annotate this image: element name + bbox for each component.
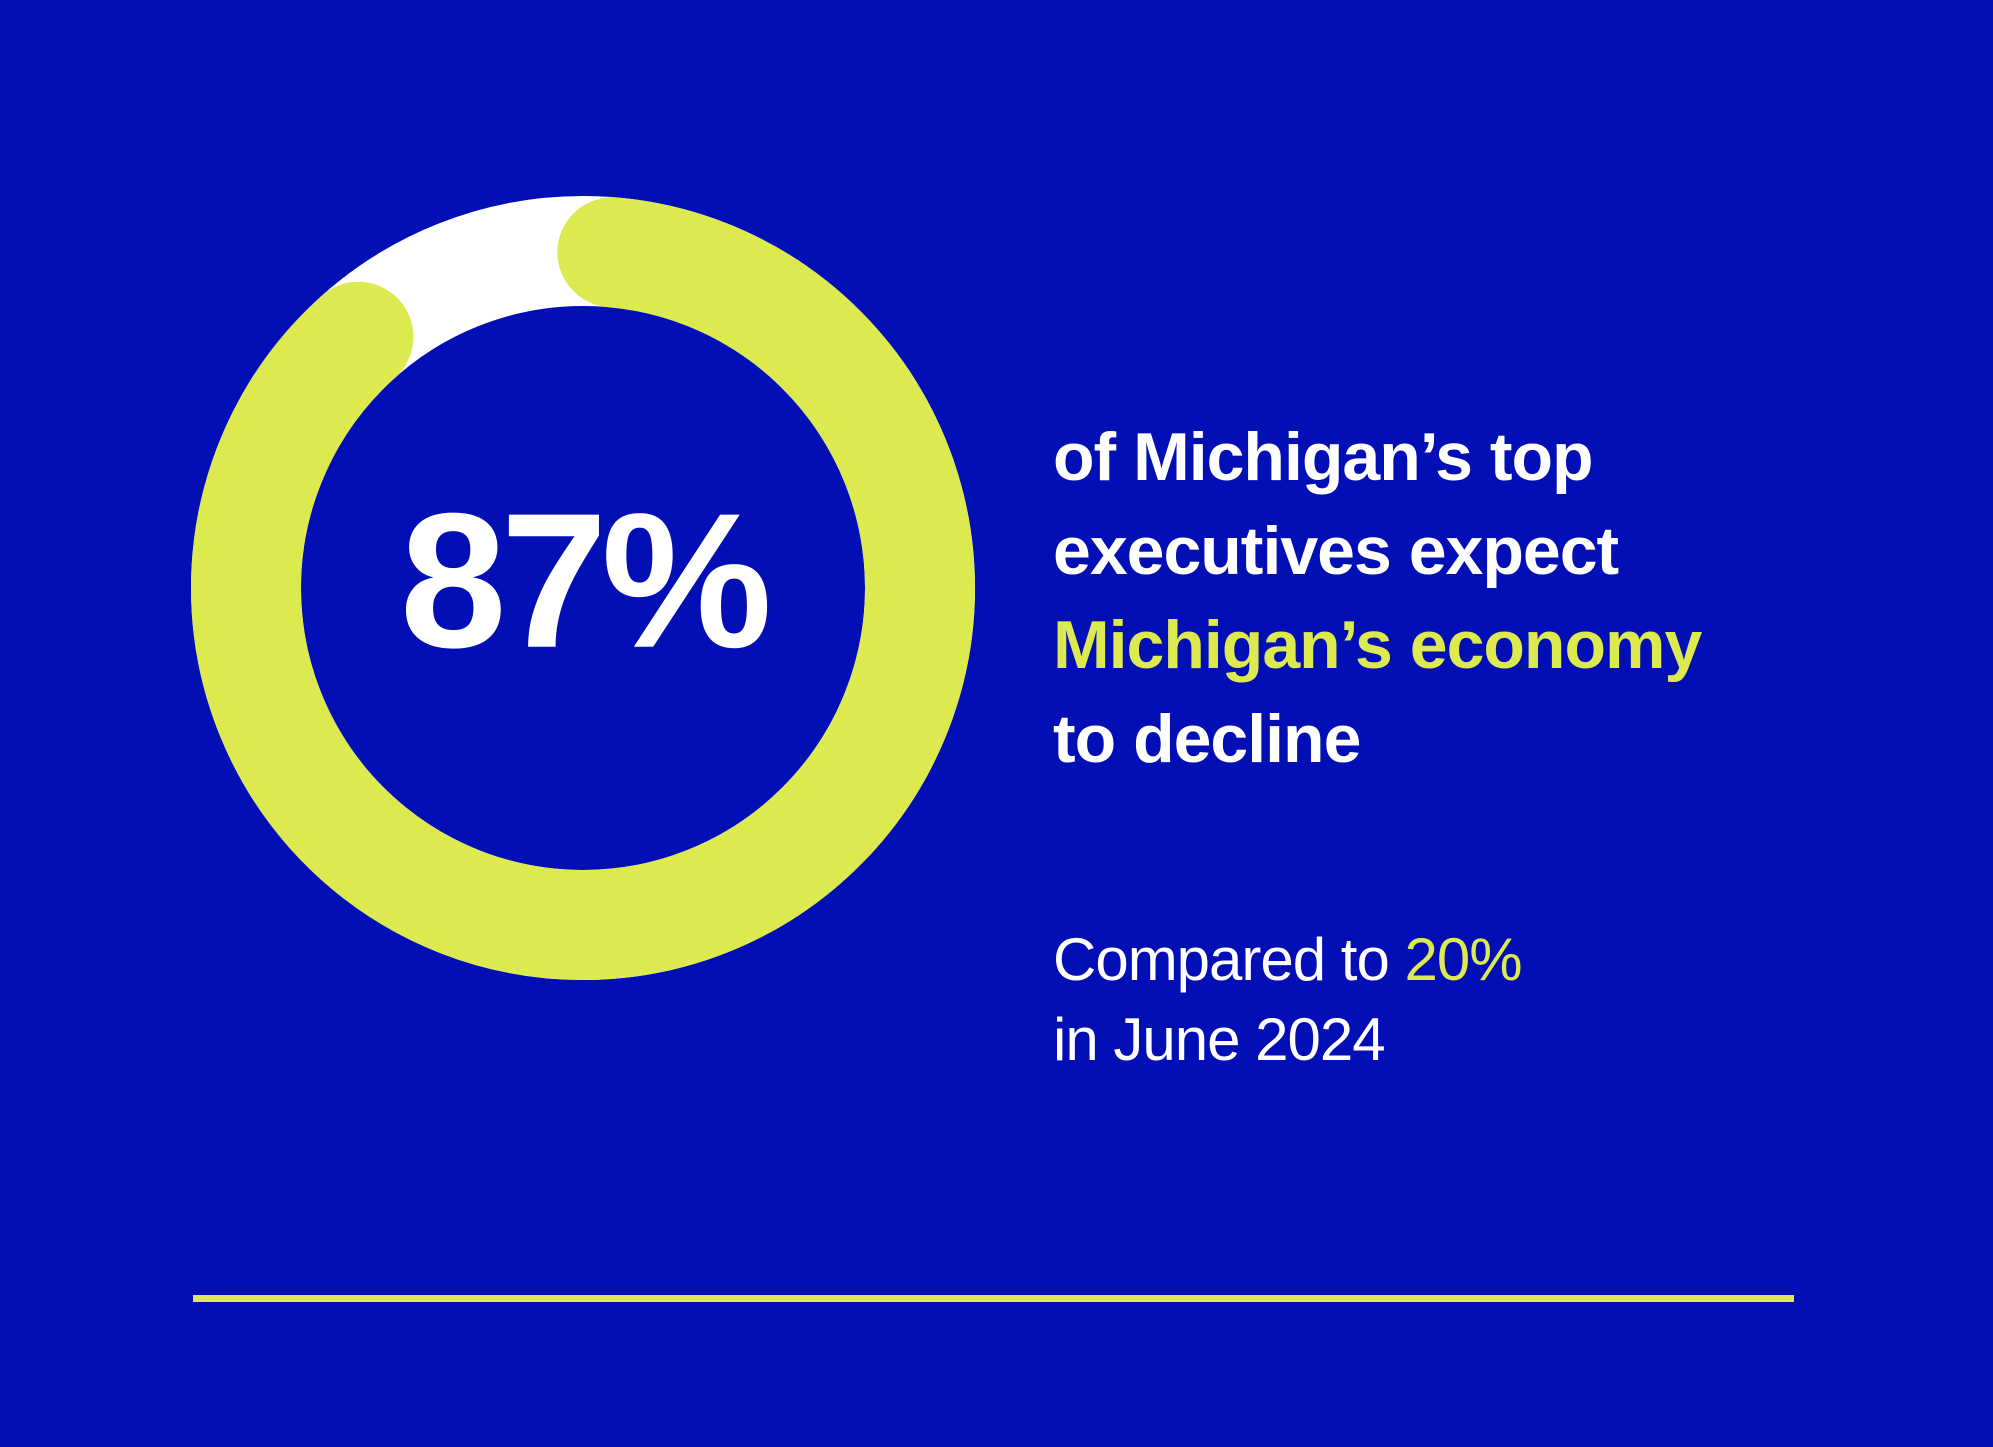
divider-line: [193, 1295, 1794, 1302]
headline-line-1: of Michigan’s top: [1053, 419, 1594, 495]
comparison-line-2: in June 2024: [1053, 1006, 1386, 1073]
comparison-text: Compared to 20% in June 2024: [1053, 920, 1523, 1080]
comparison-value: 20%: [1404, 926, 1523, 993]
headline-line-2: executives expect: [1053, 513, 1619, 589]
headline: of Michigan’s top executives expect Mich…: [1053, 410, 1702, 786]
donut-value-arc: [191, 197, 975, 980]
headline-line-3-accent: Michigan’s economy: [1053, 607, 1702, 683]
comparison-line-1: Compared to 20%: [1053, 920, 1523, 1000]
headline-line-4: to decline: [1053, 701, 1361, 777]
donut-center-value: 87%: [400, 473, 768, 688]
comparison-prefix: Compared to: [1053, 926, 1405, 993]
